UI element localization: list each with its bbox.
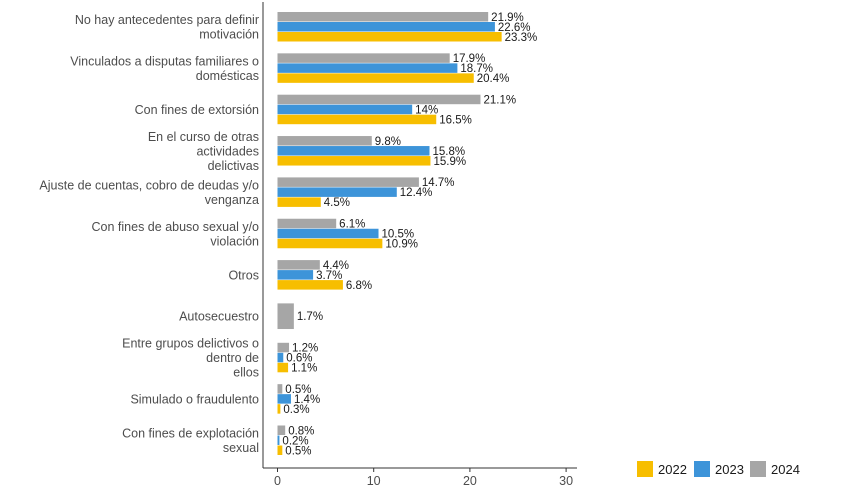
value-label-2022-3: 15.9% [433, 156, 466, 168]
value-label-2024-3: 9.8% [375, 136, 401, 148]
bar-2024-5 [277, 218, 337, 229]
category-label-4: Ajuste de cuentas, cobro de deudas y/o ve… [39, 178, 259, 207]
bar-2022-10 [277, 445, 283, 455]
value-label-2024-8: 1.2% [292, 343, 318, 355]
category-label-1: Vinculados a disputas familiares o domést… [70, 54, 259, 83]
value-label-2024-10: 0.8% [288, 425, 314, 437]
value-labels: 21.9%22.6%23.3% 17.9%18.7%20.4% 21.1% 14%16… [282, 12, 537, 458]
bar-2022-5 [277, 238, 383, 249]
category-label-2: Con fines de extorsión [135, 103, 259, 117]
x-axis-ticks: 0 10 20 30 [274, 468, 573, 488]
value-label-2022-0: 23.3% [505, 32, 538, 44]
bar-2024-8 [277, 342, 290, 353]
bar-2023-1 [277, 63, 458, 73]
x-tick-label-2: 20 [463, 474, 477, 488]
value-label-2022-8: 1.1% [291, 363, 317, 375]
value-label-2024-5: 6.1% [339, 219, 365, 231]
value-label-2024-4: 14.7% [422, 177, 455, 189]
bar-2022-0 [277, 32, 502, 42]
category-label-10: Con fines de explotación sexual [122, 427, 259, 456]
value-label-2022-2: 16.5% [439, 114, 472, 126]
x-tick-label-1: 10 [367, 474, 381, 488]
bar-2024-1 [277, 53, 450, 63]
legend-swatch-2022 [637, 461, 653, 477]
bar-2024-3 [277, 136, 372, 146]
x-tick-label-0: 0 [274, 474, 281, 488]
bar-2023-3 [277, 146, 430, 156]
bar-2023-6 [277, 270, 314, 280]
category-label-8: Entre grupos delictivos o dentro de ellos [122, 337, 259, 380]
category-label-5: Con fines de abuso sexual y/o violación [92, 220, 260, 249]
bar-2023-0 [277, 22, 495, 32]
bar-2024-4 [277, 177, 419, 187]
bar-2023-2 [277, 104, 413, 115]
value-label-2024-6: 4.4% [323, 260, 349, 272]
value-label-2023-2: 14% [415, 104, 438, 116]
bar-2022-4 [277, 197, 321, 207]
value-label-2024-0: 21.9% [491, 12, 524, 24]
x-tick-label-3: 30 [559, 474, 573, 488]
bar-2024-0 [277, 12, 489, 22]
bar-2023-8 [277, 352, 284, 363]
value-label-2023-6: 3.7% [316, 270, 342, 282]
value-label-2023-1: 18.7% [460, 63, 493, 75]
category-label-0: No hay antecedentes para definir motivaci… [75, 13, 259, 42]
value-label-2024-1: 17.9% [453, 53, 486, 65]
legend-swatch-2023 [694, 461, 710, 477]
value-label-2024-9: 0.5% [285, 384, 311, 396]
bar-2024-2 [277, 94, 481, 105]
bar-2024-7 [277, 303, 294, 330]
value-label-2023-3: 15.8% [432, 146, 465, 158]
bars [277, 12, 502, 455]
value-label-2023-8: 0.6% [286, 353, 312, 365]
bar-2022-3 [277, 156, 431, 166]
category-label-3: En el curso de otras actividades delictiva… [148, 130, 259, 173]
bar-2023-5 [277, 228, 379, 239]
category-label-9: Simulado o fraudulento [130, 392, 259, 406]
category-label-7: Autosecuestro [179, 310, 259, 324]
value-label-2023-10: 0.2% [282, 435, 308, 447]
value-label-2023-5: 10.5% [382, 229, 415, 241]
value-label-2023-9: 1.4% [294, 394, 320, 406]
category-label-6: Otros [228, 268, 259, 282]
category-labels: No hay antecedentes para definir motivaci… [39, 13, 259, 455]
value-label-2024-2: 21.1% [483, 94, 516, 106]
bar-2022-8 [277, 362, 289, 373]
bar-2024-9 [277, 384, 283, 394]
value-label-2022-4: 4.5% [324, 197, 350, 209]
legend-label-2023: 2023 [715, 462, 744, 477]
bar-2022-2 [277, 114, 437, 125]
legend: 2022 2023 2024 [637, 461, 800, 477]
value-label-2023-0: 22.6% [498, 22, 531, 34]
value-label-2022-6: 6.8% [346, 280, 372, 292]
legend-label-2022: 2022 [658, 462, 687, 477]
bar-2024-6 [277, 260, 320, 270]
bar-2024-10 [277, 425, 286, 435]
value-label-2022-5: 10.9% [385, 239, 418, 251]
legend-label-2024: 2024 [771, 462, 800, 477]
bar-2023-4 [277, 187, 397, 197]
value-label-2023-4: 12.4% [400, 187, 433, 199]
value-label-2022-10: 0.5% [285, 445, 311, 457]
bar-2022-9 [277, 404, 281, 414]
bar-2023-9 [277, 394, 291, 404]
legend-swatch-2024 [750, 461, 766, 477]
value-label-2022-9: 0.3% [283, 404, 309, 416]
bar-2023-10 [277, 435, 280, 445]
value-label-2024-7: 1.7% [297, 311, 323, 323]
bar-2022-6 [277, 280, 343, 290]
bar-2022-1 [277, 73, 474, 83]
value-label-2022-1: 20.4% [477, 73, 510, 85]
